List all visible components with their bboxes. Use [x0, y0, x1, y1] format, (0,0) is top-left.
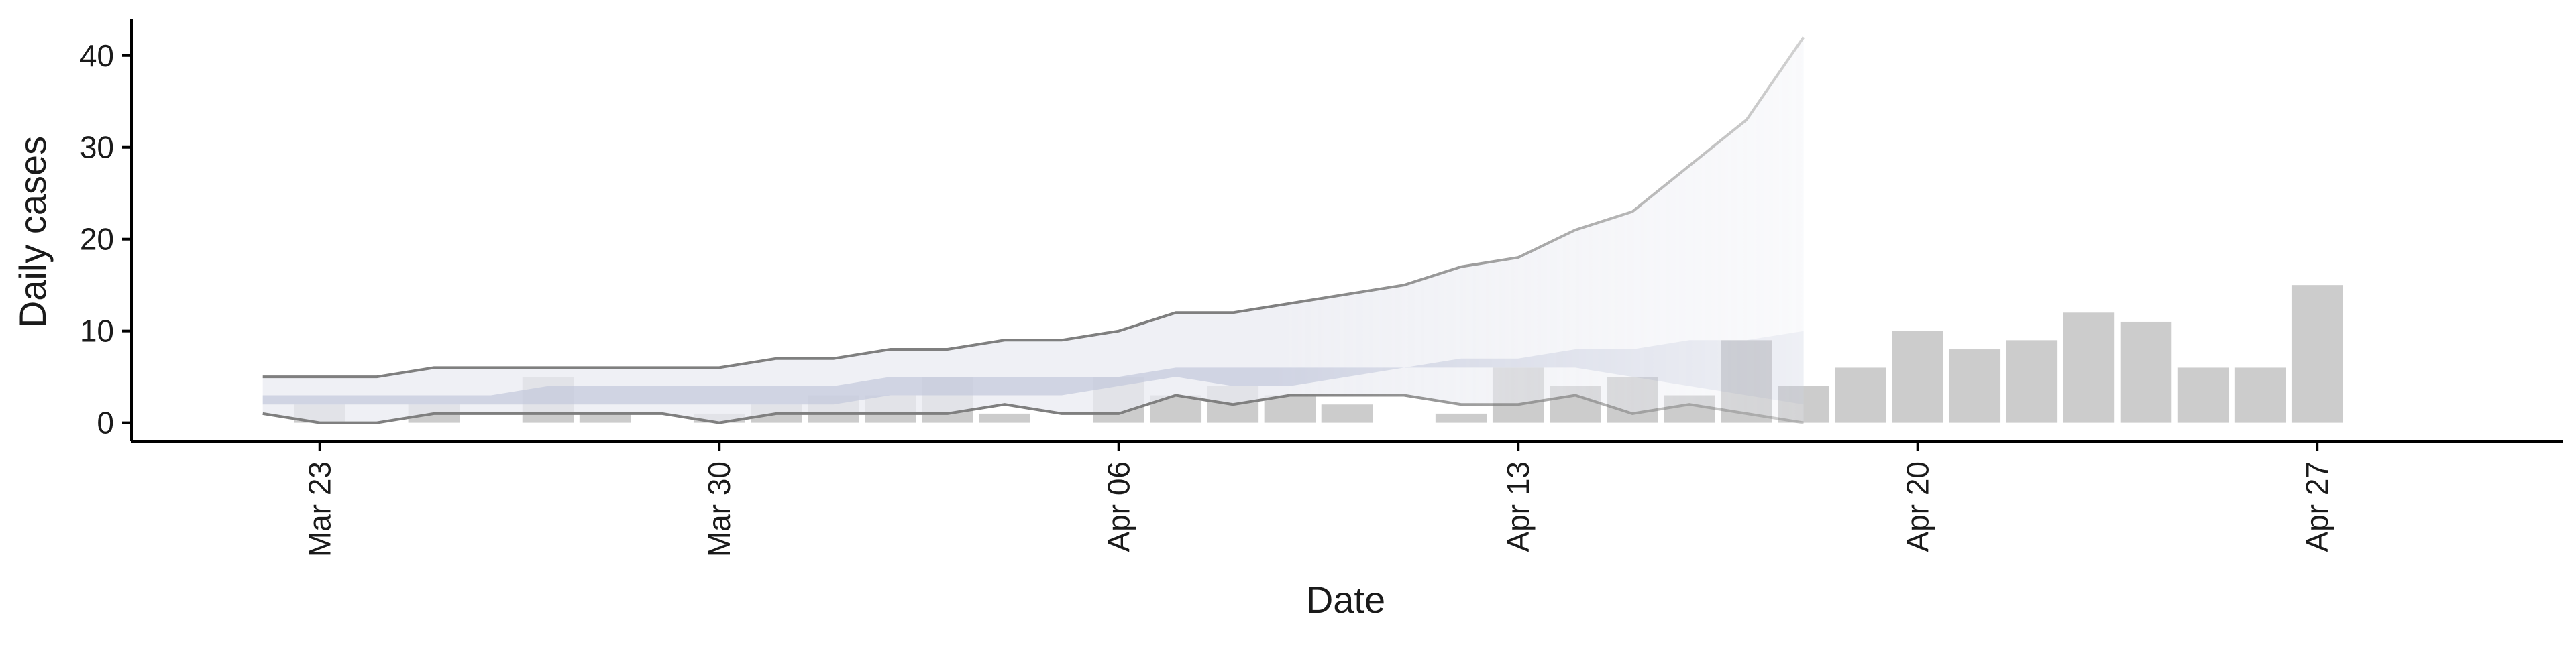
bar — [979, 413, 1030, 423]
x-tick-label: Apr 20 — [1900, 461, 1935, 552]
y-tick-label: 40 — [80, 38, 114, 73]
projection-layer — [262, 36, 1805, 424]
bar — [1892, 331, 1943, 423]
x-tick-label: Apr 06 — [1102, 461, 1136, 552]
bar — [2291, 285, 2343, 423]
y-tick-label: 0 — [97, 406, 114, 440]
lower-bound-line — [262, 394, 1804, 424]
bar — [1835, 367, 1886, 423]
bar — [579, 413, 631, 423]
bar — [2234, 367, 2286, 423]
inner-prediction-band — [262, 331, 1804, 405]
x-tick-label: Mar 23 — [303, 461, 337, 557]
y-tick-label: 20 — [80, 222, 114, 257]
outer-prediction-band — [262, 37, 1804, 423]
bar — [2063, 312, 2115, 423]
bar — [1435, 413, 1487, 423]
bar — [1949, 349, 2001, 423]
bar — [1321, 404, 1373, 423]
bar — [2177, 367, 2229, 423]
x-tick-label: Apr 13 — [1501, 461, 1536, 552]
axes-layer: 0 10 20 30 40 Mar 23 Mar 30 Apr 06 Apr 13 Apr 20 A… — [80, 19, 2563, 557]
x-tick-label: Apr 27 — [2300, 461, 2334, 552]
y-tick-label: 10 — [80, 314, 114, 349]
y-axis-title: Daily cases — [11, 136, 54, 328]
bar — [2006, 340, 2058, 423]
bar — [2120, 321, 2172, 423]
bar — [1264, 395, 1316, 423]
x-axis-title: Date — [1306, 579, 1385, 621]
x-tick-label: Mar 30 — [702, 461, 737, 557]
upper-bound-line — [262, 36, 1805, 379]
y-tick-label: 30 — [80, 130, 114, 165]
